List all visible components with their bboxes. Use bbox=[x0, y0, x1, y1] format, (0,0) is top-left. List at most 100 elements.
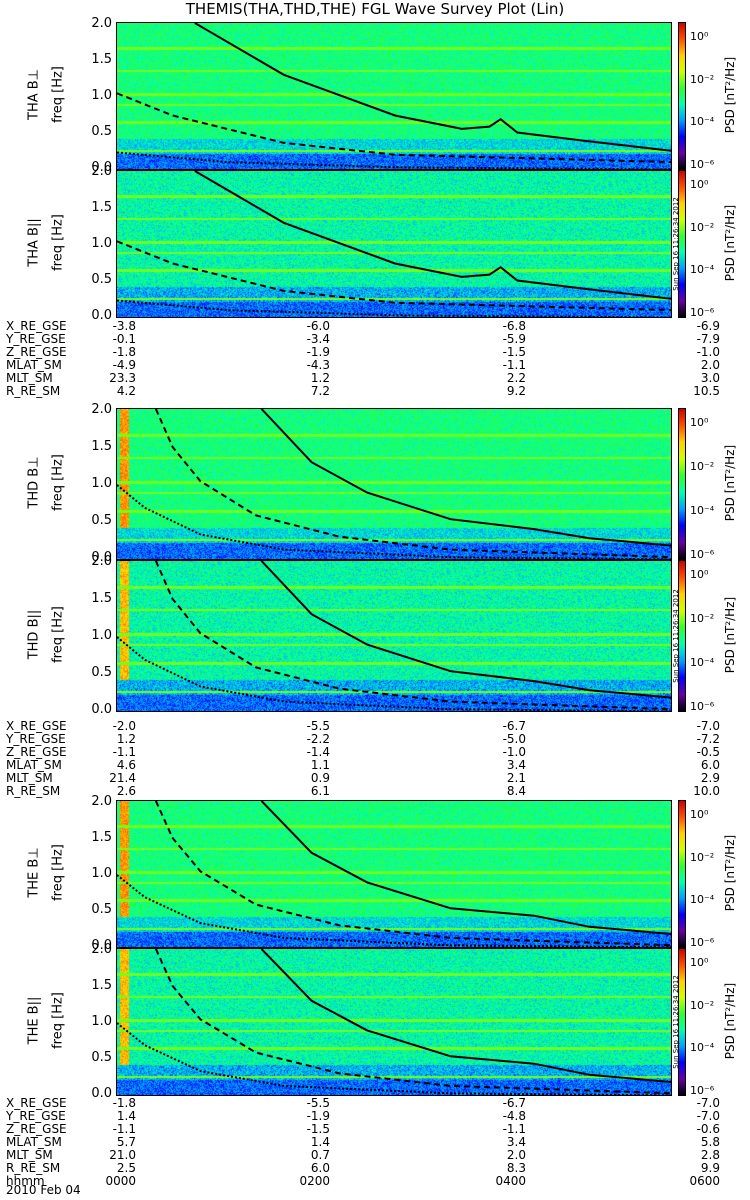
ephemeris-value: -1.1 bbox=[112, 745, 136, 759]
ephemeris-label: R_RE_SM bbox=[6, 784, 61, 798]
ephemeris-value: 2.9 bbox=[700, 771, 720, 785]
colorbar-tick: 10⁻⁴ bbox=[690, 504, 715, 517]
timestamp-stamp: Sun Sep 16 11:26:34 2012 bbox=[672, 197, 680, 291]
ephemeris-row: R_RE_SM 2.6 6.1 8.4 10.0 bbox=[0, 785, 750, 798]
ephemeris-value: -7.9 bbox=[696, 332, 720, 346]
ephemeris-row: MLT_SM 21.4 0.9 2.1 2.9 bbox=[0, 772, 750, 785]
colorbar-tick: 10⁻² bbox=[690, 998, 715, 1012]
panel-ylabel-0: THA B⊥ bbox=[26, 69, 42, 120]
ephemeris-value: -6.7 bbox=[502, 719, 526, 733]
ephemeris-block: X_RE_GSE -3.8 -6.0 -6.8 -6.9 Y_RE_GSE -0.1 -3.4… bbox=[0, 320, 750, 398]
ephemeris-value: -5.5 bbox=[306, 1096, 330, 1110]
ephemeris-value: 0000 bbox=[105, 1174, 136, 1188]
plot-title: THEMIS(THA,THD,THE) FGL Wave Survey Plot… bbox=[185, 0, 565, 18]
ytick-label: 0.0 bbox=[91, 550, 112, 565]
colorbar bbox=[678, 170, 686, 318]
curve-dotted bbox=[117, 299, 671, 317]
ytick-label: 1.5 bbox=[91, 978, 112, 993]
ephemeris-label: R_RE_SM bbox=[6, 1161, 61, 1175]
colorbar-tick: 10⁰ bbox=[690, 30, 709, 43]
timestamp-stamp: Sun Sep 16 11:26:34 2012 bbox=[672, 975, 680, 1069]
ephemeris-label: Y_RE_GSE bbox=[6, 1109, 66, 1123]
colorbar bbox=[678, 800, 686, 948]
curves-overlay bbox=[117, 949, 671, 1095]
colorbar-tick: 10⁻⁶ bbox=[690, 936, 715, 949]
ephemeris-label: X_RE_GSE bbox=[6, 719, 67, 733]
panel-ylabel-2: THD B⊥ bbox=[26, 456, 42, 509]
ytick-label: 2.0 bbox=[91, 402, 112, 417]
ephemeris-value: 5.8 bbox=[700, 1135, 720, 1149]
curve-solid bbox=[194, 23, 671, 152]
ephemeris-label: R_RE_SM bbox=[6, 384, 61, 398]
ephemeris-value: 0400 bbox=[495, 1174, 526, 1188]
spectrogram-plot-0 bbox=[116, 22, 672, 170]
ephemeris-value: 1.2 bbox=[116, 732, 136, 746]
colorbar-tick: 10⁻⁶ bbox=[690, 548, 715, 561]
ephemeris-value: -0.1 bbox=[112, 332, 136, 346]
ephemeris-value: 4.6 bbox=[116, 758, 136, 772]
ephemeris-value: -6.7 bbox=[502, 1096, 526, 1110]
date-label: 2010 Feb 04 bbox=[6, 1183, 81, 1197]
ytick-label: 1.0 bbox=[91, 866, 112, 881]
ephemeris-value: -6.0 bbox=[306, 319, 330, 333]
spectrogram-plot-4 bbox=[116, 800, 672, 948]
ephemeris-value: -1.1 bbox=[502, 1122, 526, 1136]
ephemeris-value: -4.8 bbox=[502, 1109, 526, 1123]
ephemeris-value: 3.0 bbox=[700, 371, 720, 385]
colorbar-tick: 10⁻⁴ bbox=[690, 1041, 715, 1055]
ephemeris-row: X_RE_GSE -3.8 -6.0 -6.8 -6.9 bbox=[0, 320, 750, 333]
ephemeris-label: MLAT_SM bbox=[6, 358, 62, 372]
ytick-label: 1.0 bbox=[91, 236, 112, 251]
ephemeris-value: 0600 bbox=[689, 1174, 720, 1188]
curve-solid bbox=[260, 949, 671, 1084]
ytick-label: 2.0 bbox=[91, 164, 112, 179]
ephemeris-value: -4.9 bbox=[112, 358, 136, 372]
ephemeris-value: 9.9 bbox=[700, 1161, 720, 1175]
colorbar-tick: 10⁰ bbox=[690, 178, 709, 191]
ytick-label: 1.0 bbox=[91, 88, 112, 103]
ephemeris-value: 1.2 bbox=[310, 371, 330, 385]
ephemeris-value: -7.0 bbox=[696, 1096, 720, 1110]
colorbar bbox=[678, 22, 686, 170]
ytick-label: 0.0 bbox=[91, 702, 112, 717]
ephemeris-value: 1.1 bbox=[310, 758, 330, 772]
curve-dashed bbox=[155, 561, 671, 711]
ephemeris-value: -5.5 bbox=[306, 719, 330, 733]
curves-overlay bbox=[117, 171, 671, 317]
ephemeris-value: -3.4 bbox=[306, 332, 330, 346]
ephemeris-value: -2.2 bbox=[306, 732, 330, 746]
timestamp-stamp: Sun Sep 16 11:26:34 2012 bbox=[672, 589, 680, 683]
curve-dashed bbox=[117, 92, 671, 164]
ephemeris-label: MLAT_SM bbox=[6, 758, 62, 772]
ephemeris-value: -1.4 bbox=[306, 745, 330, 759]
ephemeris-value: -3.8 bbox=[112, 319, 136, 333]
ephemeris-value: 6.1 bbox=[310, 784, 330, 798]
colorbar-label: PSD [nT²/Hz] bbox=[723, 596, 737, 674]
ytick-label: 0.0 bbox=[91, 938, 112, 953]
ephemeris-label: Z_RE_GSE bbox=[6, 345, 67, 359]
colorbar-label: PSD [nT²/Hz] bbox=[723, 204, 737, 282]
ephemeris-value: -4.3 bbox=[306, 358, 330, 372]
spectrogram-plot-3 bbox=[116, 560, 672, 712]
ytick-label: 1.5 bbox=[91, 439, 112, 454]
ephemeris-row: hhmm 0000 0200 0400 0600 bbox=[0, 1175, 750, 1188]
spectrogram-image bbox=[117, 561, 671, 711]
ephemeris-value: 6.0 bbox=[700, 758, 720, 772]
colorbar-tick: 10⁻⁶ bbox=[690, 158, 715, 171]
panel-ylabel-3: THD B|| bbox=[26, 609, 42, 660]
ephemeris-row: R_RE_SM 2.5 6.0 8.3 9.9 bbox=[0, 1162, 750, 1175]
curves-overlay bbox=[117, 409, 671, 559]
curve-dashed bbox=[155, 801, 671, 947]
ytick-label: 1.5 bbox=[91, 591, 112, 606]
ephemeris-value: 0.9 bbox=[310, 771, 330, 785]
ephemeris-value: -0.5 bbox=[696, 745, 720, 759]
ephemeris-value: 1.4 bbox=[310, 1135, 330, 1149]
panel-yunit-3: freq [Hz] bbox=[50, 606, 66, 663]
panel-ylabel-5: THE B|| bbox=[26, 996, 42, 1045]
colorbar-label: PSD [nT²/Hz] bbox=[723, 56, 737, 134]
ephemeris-value: -1.1 bbox=[502, 358, 526, 372]
ephemeris-value: -5.0 bbox=[502, 732, 526, 746]
panel-yunit-4: freq [Hz] bbox=[50, 844, 66, 901]
ytick-label: 0.5 bbox=[91, 902, 112, 917]
ytick-label: 2.0 bbox=[91, 16, 112, 31]
